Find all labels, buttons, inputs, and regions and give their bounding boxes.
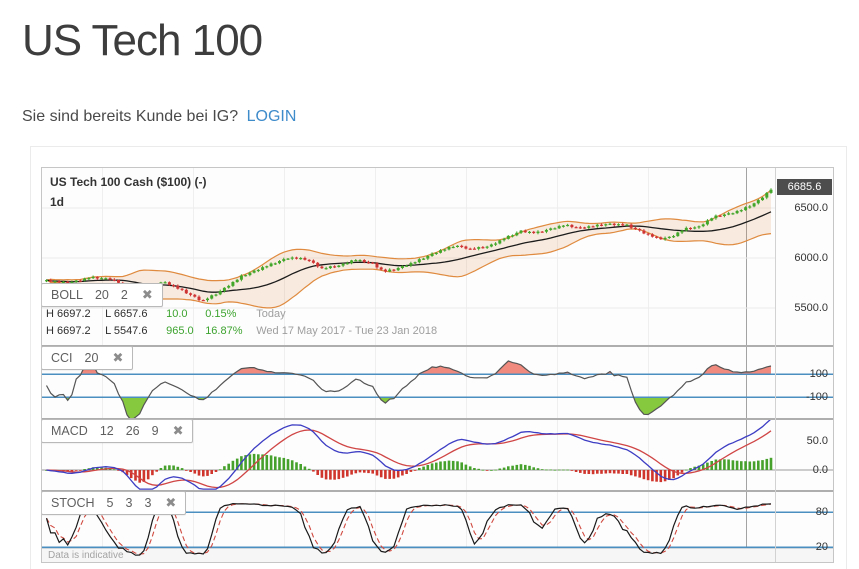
- stoch-param: 3: [125, 496, 133, 510]
- macd-legend: MACD 12 26 9 ✖: [42, 419, 194, 443]
- cci-param: 20: [84, 351, 99, 365]
- today-low: L 6657.6: [105, 308, 148, 320]
- boll-param: 20: [94, 288, 109, 302]
- macd-panel[interactable]: [42, 418, 833, 490]
- panel-separator: [42, 345, 833, 347]
- range-stats: H 6697.2 L 5547.6 965.0 16.87% Wed 17 Ma…: [46, 325, 437, 337]
- vertical-gridline: [193, 168, 194, 562]
- macd-label: MACD: [51, 424, 88, 438]
- macd-param: 9: [151, 424, 159, 438]
- panel-separator: [42, 418, 833, 420]
- last-price-badge: 6685.6: [777, 179, 832, 195]
- boll-label: BOLL: [51, 288, 83, 302]
- range-change-pct: 16.87%: [205, 325, 243, 337]
- cci-panel[interactable]: [42, 345, 833, 418]
- stoch-param: 5: [106, 496, 114, 510]
- stoch-legend: STOCH 5 3 3 ✖: [42, 491, 187, 515]
- panel-separator: [42, 490, 833, 492]
- data-indicative-note: Data is indicative: [42, 548, 833, 562]
- axis-tick: 6000.0: [794, 252, 828, 264]
- session-divider-line: [746, 168, 747, 562]
- axis-tick: 0.0: [812, 464, 828, 476]
- axis-tick: 100: [809, 368, 828, 380]
- macd-param: 26: [125, 424, 140, 438]
- boll-param: 2: [120, 288, 128, 302]
- chart-container: Data is indicative US Tech 100 Cash ($10…: [41, 167, 834, 563]
- axis-tick: 20: [815, 540, 828, 553]
- cci-close-icon[interactable]: ✖: [112, 350, 124, 365]
- stoch-label: STOCH: [51, 496, 95, 510]
- today-period: Today: [256, 308, 286, 320]
- login-prompt: Sie sind bereits Kunde bei IG? LOGIN: [22, 108, 296, 126]
- axis-tick: -100: [805, 391, 828, 403]
- stoch-close-icon[interactable]: ✖: [165, 495, 177, 510]
- today-change: 10.0: [166, 308, 188, 320]
- vertical-gridline: [648, 168, 649, 562]
- macd-close-icon[interactable]: ✖: [172, 423, 184, 438]
- axis-tick: 80: [815, 506, 828, 518]
- vertical-gridline: [375, 168, 376, 562]
- vertical-gridline: [466, 168, 467, 562]
- boll-legend: BOLL 20 2 ✖: [42, 283, 163, 307]
- login-link[interactable]: LOGIN: [246, 108, 297, 125]
- login-prompt-text: Sie sind bereits Kunde bei IG?: [22, 108, 239, 125]
- boll-close-icon[interactable]: ✖: [141, 287, 153, 302]
- vertical-gridline: [284, 168, 285, 562]
- range-period: Wed 17 May 2017 - Tue 23 Jan 2018: [256, 325, 438, 337]
- macd-param: 12: [99, 424, 114, 438]
- today-change-pct: 0.15%: [205, 308, 237, 320]
- interval-label: 1d: [50, 195, 65, 209]
- axis-tick: 50.0: [806, 435, 828, 447]
- range-low: L 5547.6: [105, 325, 148, 337]
- chart-widget-frame: Data is indicative US Tech 100 Cash ($10…: [30, 146, 847, 569]
- axis-tick: 6500.0: [794, 202, 828, 214]
- vertical-gridline: [557, 168, 558, 562]
- instrument-title: US Tech 100 Cash ($100) (-): [50, 175, 207, 189]
- cci-legend: CCI 20 ✖: [42, 346, 134, 370]
- stoch-param: 3: [144, 496, 152, 510]
- page-title: US Tech 100: [22, 16, 263, 65]
- range-high: H 6697.2: [46, 325, 91, 337]
- axis-tick: 5500.0: [794, 302, 828, 314]
- cci-label: CCI: [51, 351, 73, 365]
- axis-border: [775, 168, 776, 562]
- today-high: H 6697.2: [46, 308, 91, 320]
- today-stats: H 6697.2 L 6657.6 10.0 0.15% Today: [46, 308, 286, 320]
- range-change: 965.0: [166, 325, 194, 337]
